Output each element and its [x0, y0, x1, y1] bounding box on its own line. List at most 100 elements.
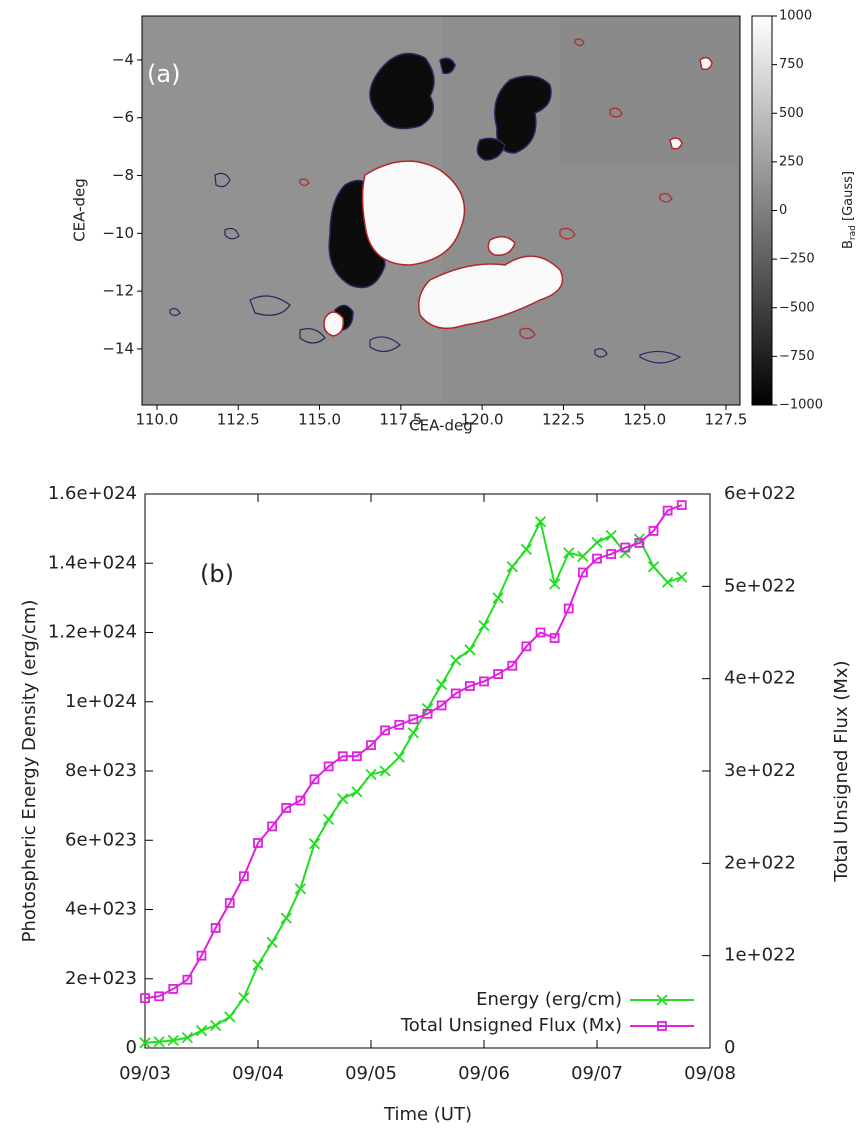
legend-label: Total Unsigned Flux (Mx) — [400, 1015, 622, 1036]
marker — [380, 725, 391, 736]
x-tick-label: 110.0 — [135, 411, 178, 429]
marker — [224, 1011, 236, 1023]
marker — [252, 959, 264, 971]
marker — [634, 538, 645, 548]
legend-marker — [656, 994, 668, 1006]
y2-tick-label: 3e+022 — [724, 760, 796, 781]
marker — [322, 813, 335, 826]
marker — [591, 536, 603, 549]
marker — [238, 871, 249, 882]
marker — [182, 974, 193, 985]
colorbar-label-base: B — [841, 240, 856, 249]
marker — [506, 561, 518, 573]
marker — [281, 803, 292, 813]
marker — [294, 883, 307, 895]
marker — [520, 543, 533, 556]
x-tick-label: 09/08 — [684, 1063, 736, 1084]
x-tick-label: 122.5 — [542, 411, 585, 429]
marker — [605, 529, 617, 542]
x-tick-label: 09/03 — [119, 1063, 171, 1084]
marker — [295, 795, 306, 806]
marker — [408, 714, 419, 725]
colorbar-tick-label: −1000 — [779, 398, 823, 413]
marker — [351, 786, 363, 798]
marker — [196, 950, 207, 961]
marker — [493, 669, 504, 679]
y-tick-label: −8 — [112, 166, 134, 184]
y-tick-label: 1e+024 — [65, 691, 137, 712]
x-tick-label: 125.0 — [623, 411, 666, 429]
marker — [253, 838, 263, 848]
marker — [521, 641, 532, 652]
legend-label: Energy (erg/cm) — [476, 989, 622, 1010]
marker — [676, 571, 688, 583]
colorbar-tick-label: 0 — [779, 203, 787, 218]
y-tick-label: 2e+023 — [65, 968, 137, 989]
marker — [648, 526, 659, 536]
marker — [479, 676, 489, 687]
y-axis-label: Photospheric Energy Density (erg/cm) — [19, 600, 40, 943]
marker — [167, 1034, 179, 1047]
y2-tick-label: 1e+022 — [724, 945, 796, 966]
y-tick-label: 6e+023 — [65, 829, 137, 850]
colorbar — [751, 15, 773, 406]
x-axis-label: Time (UT) — [383, 1104, 472, 1125]
marker — [308, 838, 321, 850]
y-tick-label: 8e+023 — [65, 760, 137, 781]
panel-label: (a) — [147, 60, 180, 88]
x-tick-label: 09/05 — [345, 1063, 397, 1084]
marker — [379, 765, 391, 777]
colorbar-tick-label: 250 — [779, 154, 804, 169]
marker — [535, 627, 546, 638]
y-tick-label: 1.6e+024 — [48, 483, 137, 504]
colorbar-tick-label: 750 — [779, 57, 804, 72]
marker — [661, 576, 674, 588]
marker — [267, 821, 278, 832]
marker — [592, 553, 602, 564]
y-tick-label: −4 — [112, 50, 134, 68]
marker — [323, 761, 334, 772]
marker — [577, 567, 588, 578]
colorbar-tick-label: 1000 — [779, 9, 812, 24]
y2-tick-label: 2e+022 — [724, 852, 796, 873]
y-tick-label: −10 — [102, 224, 134, 242]
marker — [534, 516, 547, 528]
marker — [210, 923, 221, 933]
colorbar-tick-label: 500 — [779, 106, 804, 121]
x-tick-label: 120.0 — [461, 411, 504, 429]
marker — [620, 542, 631, 553]
x-axis-label: CEA-deg — [409, 417, 473, 435]
marker — [209, 1019, 222, 1032]
marker — [181, 1031, 194, 1044]
marker — [365, 768, 377, 781]
y-tick-label: 1.2e+024 — [48, 622, 137, 643]
marker — [507, 660, 518, 671]
marker — [662, 505, 673, 516]
x-tick-label: 115.0 — [298, 411, 341, 429]
marker — [168, 984, 179, 994]
marker — [393, 751, 405, 763]
colorbar-tick-label: −750 — [779, 349, 815, 364]
legend-marker — [657, 1021, 667, 1031]
plot-frame — [141, 15, 741, 406]
marker — [154, 991, 165, 1002]
y2-tick-label: 0 — [724, 1037, 735, 1058]
marker — [280, 912, 292, 924]
marker — [238, 992, 250, 1004]
marker — [140, 993, 150, 1004]
marker — [153, 1036, 165, 1048]
marker — [394, 719, 405, 730]
marker — [478, 619, 490, 632]
marker — [422, 708, 433, 719]
series-line — [144, 518, 683, 1044]
marker — [548, 578, 561, 590]
marker — [492, 592, 504, 604]
y2-tick-label: 5e+022 — [724, 575, 796, 596]
marker — [563, 547, 575, 559]
y-axis-label: CEA-deg — [71, 178, 89, 242]
x-tick-label: 127.5 — [705, 411, 748, 429]
y2-axis-label: Total Unsigned Flux (Mx) — [831, 660, 852, 882]
colorbar-label: Brad [Gauss] — [841, 171, 858, 249]
marker — [450, 654, 462, 666]
panel-label: (b) — [200, 560, 234, 588]
